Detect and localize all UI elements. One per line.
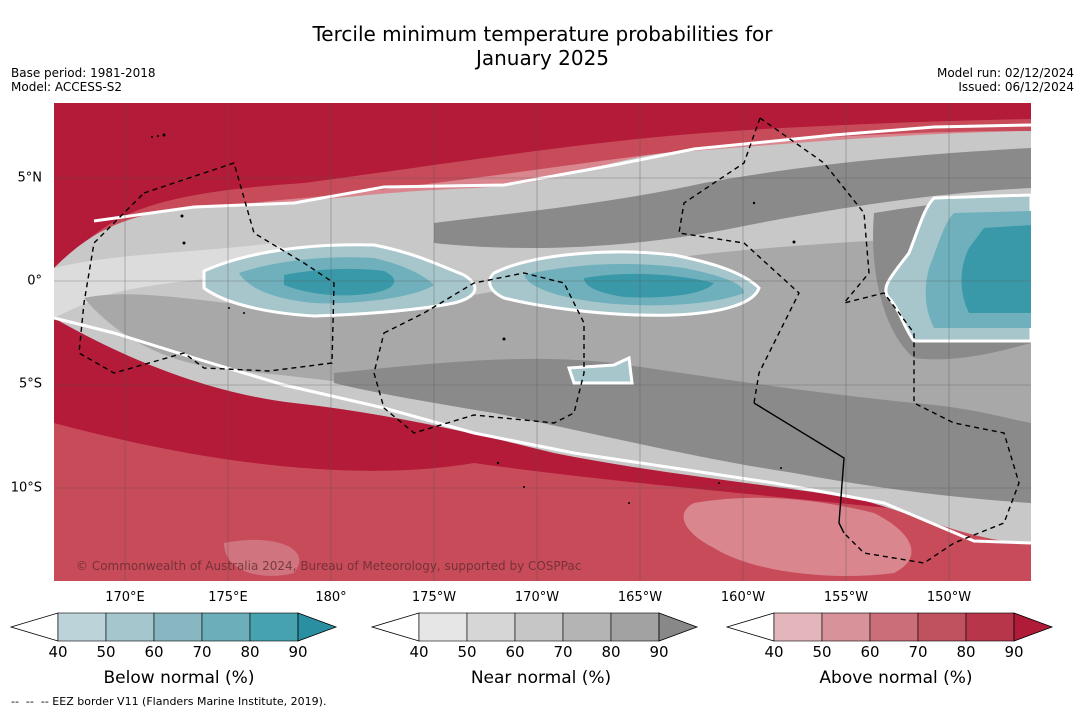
map-above-light-south: [683, 497, 912, 576]
colorbar-near-tick: 90: [649, 643, 669, 661]
colorbar-above-tick: 50: [812, 643, 832, 661]
colorbar-near-tick: 40: [409, 643, 429, 661]
colorbar-above-tick: 70: [908, 643, 928, 661]
colorbar-below-tick: 70: [192, 643, 212, 661]
colorbar-below-tick: 60: [144, 643, 164, 661]
colorbar-above-segment: [773, 612, 823, 642]
colorbar-near-segment: [466, 612, 516, 642]
probability-map: © Commonwealth of Australia 2024, Bureau…: [54, 103, 1031, 581]
colorbar-above-tick: 60: [860, 643, 880, 661]
colorbar-below-segment: [153, 612, 203, 642]
map-below-small: [566, 355, 634, 385]
colorbar-near-tick: 70: [553, 643, 573, 661]
lon-label-170e: 170°E: [105, 590, 145, 605]
colorbar-near-tick: 60: [505, 643, 525, 661]
map-near-dark-north: [434, 148, 1031, 248]
colorbar-below-normal: [10, 612, 338, 642]
colorbar-near-under-arrow: [371, 612, 420, 642]
map-above-light-south-2: [224, 539, 300, 576]
colorbar-near-segment: [562, 612, 612, 642]
colorbar-near-title: Near normal (%): [470, 668, 612, 688]
colorbar-near-over-arrow: [658, 612, 699, 642]
lon-label-160w: 160°W: [720, 590, 766, 605]
title-line-1: Tercile minimum temperature probabilitie…: [312, 22, 773, 46]
lon-label-150w: 150°W: [926, 590, 972, 605]
map-white-contour-north: [93, 123, 1031, 223]
issued-date: Issued: 06/12/2024: [958, 80, 1074, 94]
lon-label-155w: 155°W: [823, 590, 869, 605]
map-eez-solid: [753, 402, 845, 534]
map-islands: [151, 133, 796, 504]
base-period: Base period: 1981-2018: [11, 66, 156, 80]
model-run: Model run: 02/12/2024: [936, 66, 1074, 80]
colorbar-below-over-arrow: [297, 612, 338, 642]
colorbar-near-tick: 50: [457, 643, 477, 661]
title-line-2: January 2025: [475, 46, 610, 70]
colorbar-below-under-arrow: [10, 612, 59, 642]
colorbar-above-segment: [965, 612, 1015, 642]
map-below-east-deep: [961, 225, 1031, 313]
chart-title: Tercile minimum temperature probabilitie…: [0, 22, 1085, 70]
colorbar-above-under-arrow: [726, 612, 775, 642]
colorbar-below-tick: 50: [96, 643, 116, 661]
lon-label-180: 180°: [315, 590, 347, 605]
map-below-central-deep: [584, 273, 714, 298]
lat-label-5n: 5°N: [17, 170, 43, 186]
colorbar-near-normal: [371, 612, 699, 642]
lat-label-10s: 10°S: [10, 480, 42, 496]
lat-label-eq: 0°: [27, 273, 42, 289]
colorbar-above-over-arrow: [1013, 612, 1054, 642]
colorbar-near-segment: [610, 612, 660, 642]
colorbar-above-title: Above normal (%): [819, 668, 973, 688]
map-below-west-deep: [284, 268, 395, 296]
colorbar-above-tick: 80: [956, 643, 976, 661]
colorbar-below-segment: [105, 612, 155, 642]
colorbar-below-segment: [201, 612, 251, 642]
colorbar-above-segment: [869, 612, 919, 642]
lon-label-175e: 175°E: [208, 590, 248, 605]
colorbar-above-segment: [821, 612, 871, 642]
colorbar-above-normal: [726, 612, 1054, 642]
colorbar-above-tick: 90: [1004, 643, 1024, 661]
lat-label-5s: 5°S: [18, 376, 42, 392]
model-name: Model: ACCESS-S2: [11, 80, 123, 94]
map-grid: [54, 103, 1031, 581]
map-near-dark-south: [334, 358, 1031, 503]
colorbar-above-segment: [917, 612, 967, 642]
footnote-eez: -- -- -- EEZ border V11 (Flanders Marine…: [11, 695, 327, 708]
colorbar-near-segment: [418, 612, 468, 642]
lon-label-175w: 175°W: [411, 590, 457, 605]
colorbar-below-title: Below normal (%): [103, 668, 255, 688]
colorbar-near-segment: [514, 612, 564, 642]
map-copyright: © Commonwealth of Australia 2024, Bureau…: [76, 559, 582, 573]
colorbar-below-segment: [249, 612, 299, 642]
lon-label-170w: 170°W: [514, 590, 560, 605]
map-eez-borders: [78, 117, 1020, 564]
lon-label-165w: 165°W: [617, 590, 663, 605]
colorbar-near-tick: 80: [601, 643, 621, 661]
colorbar-above-tick: 40: [764, 643, 784, 661]
colorbar-below-tick: 40: [48, 643, 68, 661]
colorbar-below-segment: [57, 612, 107, 642]
colorbar-below-tick: 80: [240, 643, 260, 661]
meta-left: Base period: 1981-2018 Model: ACCESS-S2: [11, 66, 156, 94]
colorbar-below-tick: 90: [288, 643, 308, 661]
meta-right: Model run: 02/12/2024 Issued: 06/12/2024: [937, 66, 1074, 94]
